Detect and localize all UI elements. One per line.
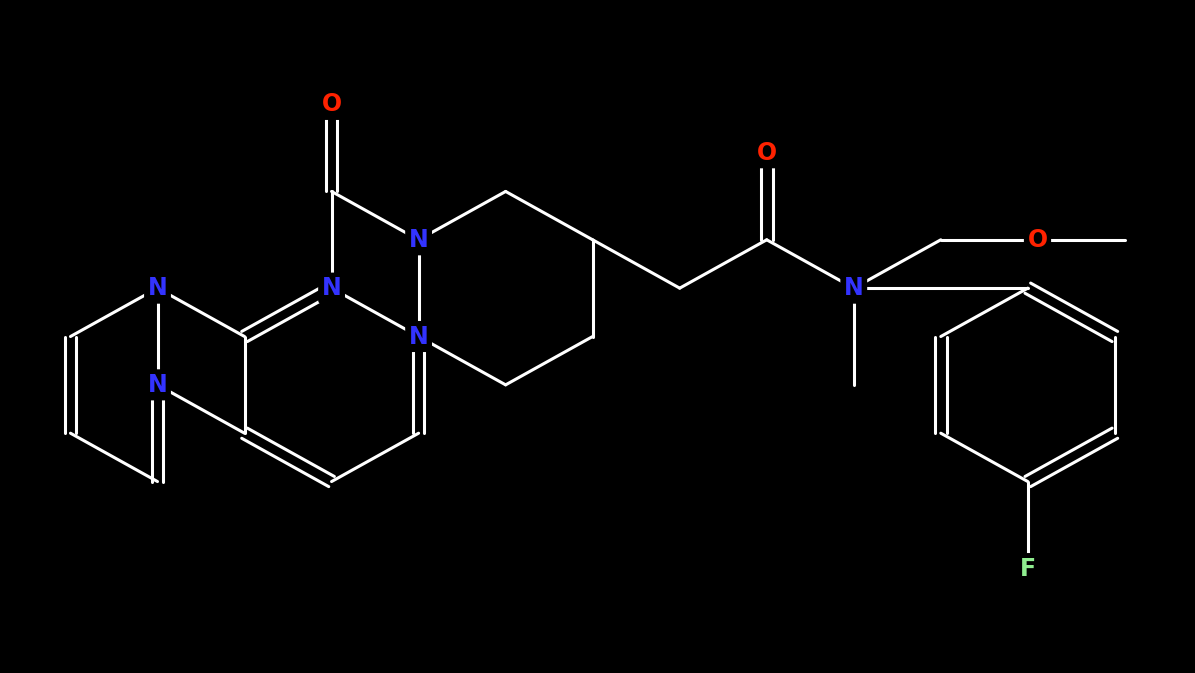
Text: N: N <box>148 373 167 397</box>
Text: F: F <box>1019 557 1036 581</box>
Text: O: O <box>1028 227 1048 252</box>
Text: N: N <box>409 227 429 252</box>
Text: N: N <box>321 276 342 300</box>
Text: O: O <box>321 92 342 116</box>
Text: N: N <box>409 324 429 349</box>
Text: N: N <box>844 276 864 300</box>
Text: N: N <box>148 276 167 300</box>
Text: O: O <box>756 141 777 165</box>
